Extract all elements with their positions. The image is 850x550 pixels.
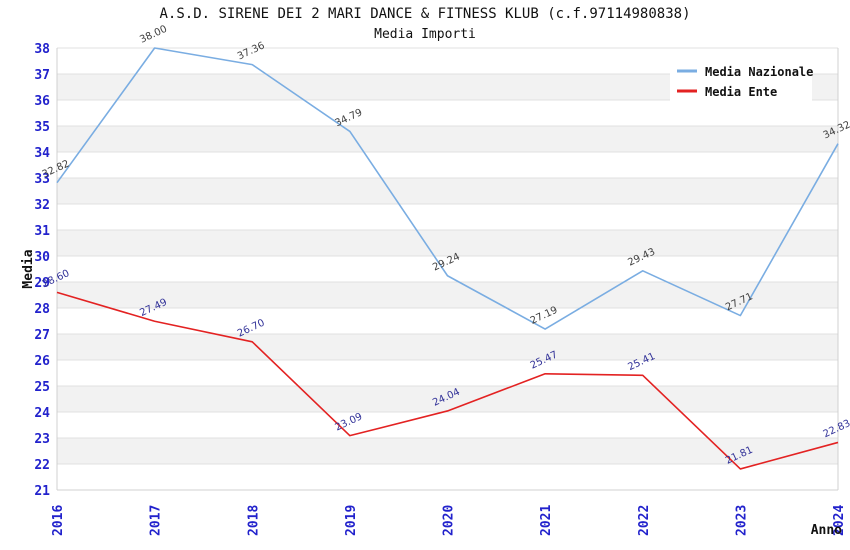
svg-text:2017: 2017	[149, 505, 164, 536]
svg-text:2020: 2020	[442, 505, 457, 536]
svg-text:23: 23	[34, 432, 50, 447]
axis-titles: Media Anno	[21, 249, 842, 538]
x-axis-tick-labels: 2016 2017 2018 2019 2020 2021 2022 2023 2024	[51, 505, 847, 536]
svg-text:33: 33	[34, 172, 50, 187]
svg-text:25: 25	[34, 380, 50, 395]
svg-text:2023: 2023	[734, 505, 749, 536]
legend: Media Nazionale Media Ente	[670, 58, 813, 103]
svg-text:2019: 2019	[344, 505, 359, 536]
svg-text:29: 29	[34, 276, 50, 291]
y-axis-tick-labels: 21 22 23 24 25 26 27 28 29 30 31 32 33 34 35 36 37 38	[34, 42, 50, 499]
svg-text:31: 31	[34, 224, 50, 239]
legend-label: Media Ente	[705, 85, 777, 99]
svg-text:35: 35	[34, 120, 50, 135]
plot-bands	[57, 48, 838, 490]
legend-label: Media Nazionale	[705, 65, 813, 79]
chart-subtitle: Media Importi	[374, 27, 476, 42]
svg-text:34: 34	[34, 146, 50, 161]
svg-text:27: 27	[34, 328, 50, 343]
svg-text:28: 28	[34, 302, 50, 317]
svg-text:30: 30	[34, 250, 50, 265]
svg-text:2016: 2016	[51, 505, 66, 536]
svg-text:24: 24	[34, 406, 50, 421]
svg-text:2022: 2022	[637, 505, 652, 536]
svg-text:36: 36	[34, 94, 50, 109]
svg-text:32: 32	[34, 198, 50, 213]
x-axis-title: Anno	[811, 523, 842, 538]
svg-text:26: 26	[34, 354, 50, 369]
plot-border	[56, 48, 839, 491]
svg-text:22: 22	[34, 458, 50, 473]
y-axis-title: Media	[21, 249, 36, 288]
svg-text:37: 37	[34, 68, 50, 83]
svg-text:38: 38	[34, 42, 50, 57]
svg-text:2018: 2018	[246, 505, 261, 536]
svg-text:21: 21	[34, 484, 50, 499]
svg-text:2024: 2024	[832, 505, 847, 536]
gridlines	[57, 47, 838, 491]
svg-text:2021: 2021	[539, 505, 554, 536]
chart-title: A.S.D. SIRENE DEI 2 MARI DANCE & FITNESS…	[159, 6, 691, 22]
